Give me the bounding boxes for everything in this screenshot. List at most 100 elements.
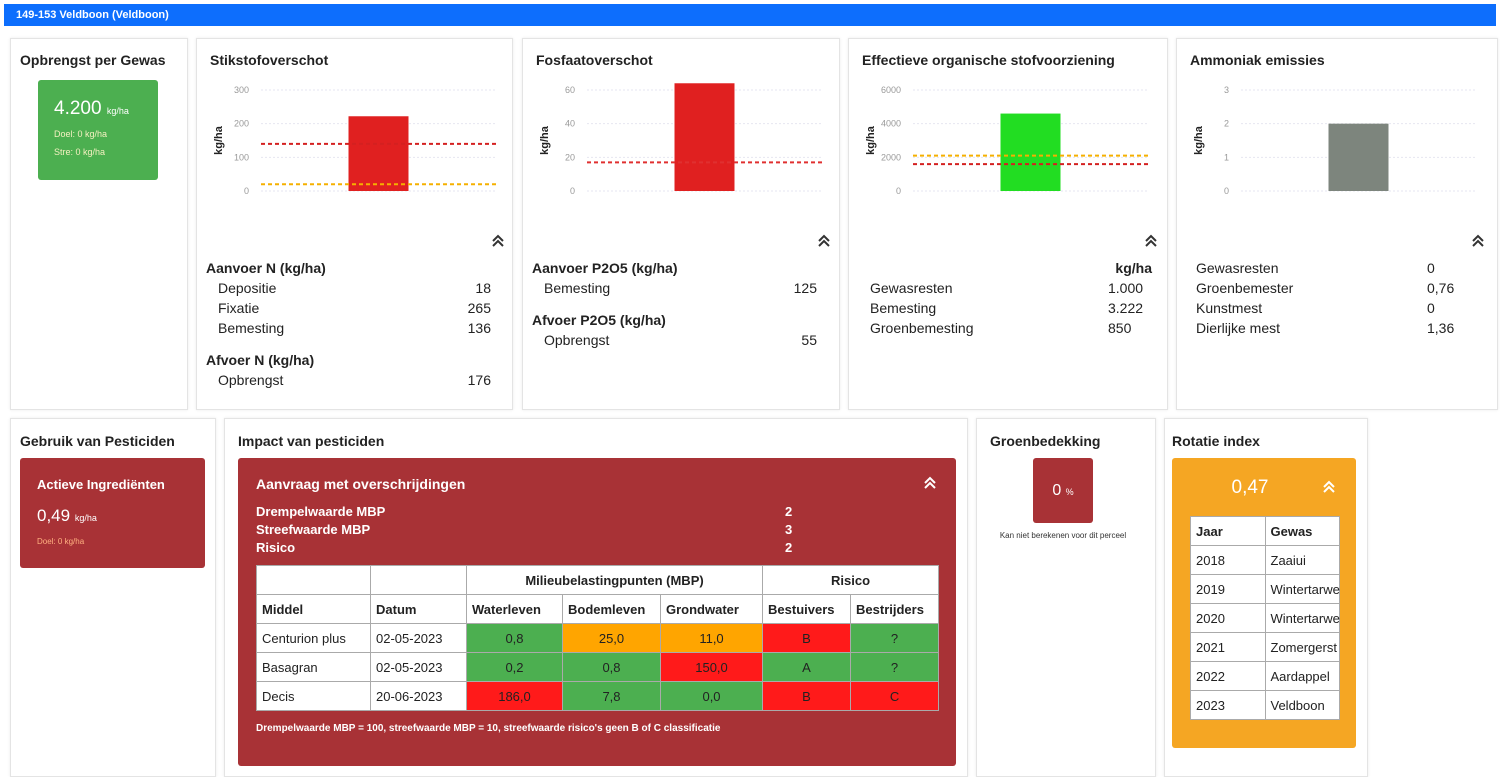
chart: 0 2000 4000 6000 kg/ha (865, 85, 1148, 196)
panel-title: Stikstofoverschot (210, 52, 329, 68)
collapse-button[interactable] (817, 234, 831, 248)
bar (674, 83, 735, 191)
section-heading: Aanvoer N (kg/ha) (206, 260, 326, 276)
unit-heading: kg/ha (1115, 260, 1152, 276)
crop: Wintertarwe (1264, 574, 1340, 604)
list-row: Dierlijke mest 1,36 (1196, 318, 1471, 338)
year: 2018 (1190, 545, 1266, 575)
panel-title: Impact van pesticiden (238, 433, 385, 449)
collapse-button[interactable] (1144, 234, 1158, 248)
y-tick-label: 6000 (881, 85, 901, 95)
summary-row: Drempelwaarde MBP 2 (256, 503, 801, 521)
collapse-button[interactable] (491, 234, 505, 248)
column-header: Jaar (1190, 516, 1266, 546)
y-tick-label: 2000 (881, 152, 901, 162)
summary-row: Streefwaarde MBP 3 (256, 521, 801, 539)
row-label: Depositie (218, 280, 277, 296)
footnote: Drempelwaarde MBP = 100, streefwaarde MB… (256, 723, 721, 734)
date: 02-05-2023 (370, 623, 467, 653)
cover-value: 0 (1052, 482, 1062, 499)
score-cell: ? (850, 623, 940, 653)
table-row: 2021 Zomergerst (1190, 632, 1340, 662)
row-value: 55 (801, 332, 817, 348)
score-cell: 0,2 (466, 652, 563, 682)
data-list: Gewasresten 0 Groenbemester 0,76 Kunstmest 0 D… (1196, 258, 1471, 350)
list-row: Opbrengst 176 (206, 370, 491, 390)
collapse-button[interactable] (1471, 234, 1485, 248)
pesticide-box: Actieve Ingrediënten 0,49 kg/ha Doel: 0 … (20, 458, 205, 568)
collapse-button[interactable] (1322, 480, 1336, 494)
product-name: Centurion plus (256, 623, 371, 653)
column-header: Waterleven (466, 594, 563, 624)
row-value: 3.222 (1108, 300, 1144, 316)
yield-goal: Stre: 0 kg/ha (54, 147, 106, 157)
row-value: 176 (467, 372, 491, 388)
column-header: Bestuivers (762, 594, 852, 624)
list-section: Gewasresten 0 Groenbemester 0,76 Kunstmest 0 D… (1196, 258, 1471, 338)
score-cell: 186,0 (466, 681, 563, 711)
summary-value: 2 (785, 540, 793, 555)
group-header: Milieubelastingpunten (MBP) (465, 565, 764, 595)
row-label: Groenbemesting (870, 320, 974, 336)
y-tick-label: 20 (565, 152, 575, 162)
row-value: 125 (793, 280, 817, 296)
yield-unit: kg/ha (106, 106, 129, 116)
row-label: Opbrengst (218, 372, 284, 388)
panel-title: Opbrengst per Gewas (20, 52, 166, 68)
collapse-button[interactable] (923, 476, 937, 490)
list-section: Afvoer N (kg/ha) Opbrengst 176 (206, 350, 491, 390)
bar (1000, 113, 1061, 191)
date: 20-06-2023 (370, 681, 467, 711)
row-label: Bemesting (870, 300, 937, 316)
empty-header (370, 565, 467, 595)
section-heading: Afvoer N (kg/ha) (206, 352, 315, 368)
column-header: Middel (256, 594, 371, 624)
score-cell: C (850, 681, 940, 711)
row-value: 0 (1427, 300, 1435, 316)
yield-value-line: 4.200 kg/ha (54, 98, 129, 120)
panel-title: Gebruik van Pesticiden (20, 433, 175, 449)
row-value: 850 (1108, 320, 1132, 336)
y-axis-label: kg/ha (1193, 125, 1205, 155)
y-tick-label: 0 (896, 186, 901, 196)
y-tick-label: 0 (244, 186, 249, 196)
table-row: 2020 Wintertarwe (1190, 603, 1340, 633)
group-header-row: Milieubelastingpunten (MBP) Risico (256, 565, 940, 595)
panel (196, 38, 513, 410)
data-list: Aanvoer P2O5 (kg/ha) Bemesting 125 Afvoer P… (532, 258, 817, 362)
score-cell: 7,8 (562, 681, 661, 711)
y-tick-label: 200 (234, 119, 249, 129)
bar (1328, 123, 1389, 191)
row-label: Bemesting (218, 320, 285, 336)
summary-row: Risico 2 (256, 539, 801, 557)
score-cell: ? (850, 652, 940, 682)
impact-table: Milieubelastingpunten (MBP) Risico Middel D… (256, 565, 940, 711)
panel-title: Rotatie index (1172, 433, 1260, 449)
product-name: Basagran (256, 652, 371, 682)
data-list: Aanvoer N (kg/ha) Depositie 18 Fixatie 265 Be… (206, 258, 491, 402)
y-tick-label: 100 (234, 152, 249, 162)
cover-box: 0 % (1033, 458, 1093, 523)
row-label: Groenbemester (1196, 280, 1294, 296)
table-row: 2023 Veldboon (1190, 690, 1340, 720)
product-name: Decis (256, 681, 371, 711)
score-cell: 11,0 (659, 623, 764, 653)
section-heading: Aanvoer P2O5 (kg/ha) (532, 260, 678, 276)
list-row: Groenbemesting 850 (870, 318, 1152, 338)
box-title: Actieve Ingrediënten (37, 477, 165, 492)
summary-list: Drempelwaarde MBP 2 Streefwaarde MBP 3 Risic… (256, 503, 801, 557)
list-row: Fixatie 265 (206, 298, 491, 318)
table-row: Centurion plus 02-05-2023 0,8 25,0 11,0 B? (256, 623, 940, 653)
row-value: 0 (1427, 260, 1435, 276)
y-tick-label: 60 (565, 85, 575, 95)
cover-unit: % (1065, 487, 1074, 497)
impact-box: Aanvraag met overschrijdingen Drempelwaa… (238, 458, 956, 766)
list-row: Depositie 18 (206, 278, 491, 298)
year: 2019 (1190, 574, 1266, 604)
chart: 0 100 200 300 kg/ha (213, 85, 496, 196)
column-header: Bodemleven (562, 594, 661, 624)
list-section: Afvoer P2O5 (kg/ha) Opbrengst 55 (532, 310, 817, 350)
chart: 0 1 2 3 kg/ha (1193, 85, 1476, 196)
y-axis-label: kg/ha (865, 125, 877, 155)
row-label: Bemesting (544, 280, 611, 296)
